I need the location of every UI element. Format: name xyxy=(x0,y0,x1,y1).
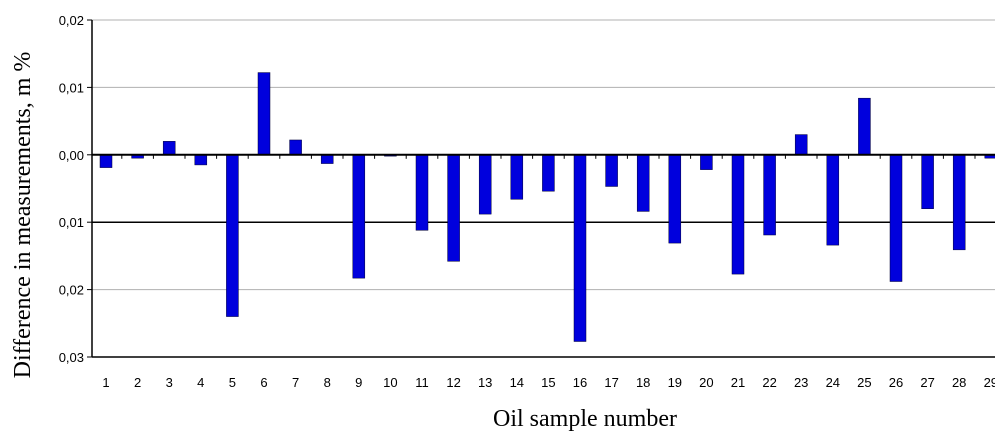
x-tick-label: 5 xyxy=(229,375,236,390)
bar-sample-16 xyxy=(573,154,587,342)
x-tick-label: 3 xyxy=(166,375,173,390)
x-tick-label: 25 xyxy=(857,375,871,390)
bar-sample-22 xyxy=(763,154,776,236)
x-tick-label: 27 xyxy=(920,375,934,390)
x-tick-label: 6 xyxy=(260,375,267,390)
bar-sample-7 xyxy=(289,139,302,156)
x-tick-label: 16 xyxy=(573,375,587,390)
bar-sample-24 xyxy=(826,154,840,246)
x-tick-label: 20 xyxy=(699,375,713,390)
bar-sample-3 xyxy=(162,141,176,156)
x-tick-label: 29 xyxy=(984,375,995,390)
bar-sample-18 xyxy=(636,154,650,212)
x-tick-label: 17 xyxy=(604,375,618,390)
y-tick-label: 0,01 xyxy=(59,215,84,230)
bar-sample-5 xyxy=(226,154,239,317)
bar-sample-15 xyxy=(542,154,555,192)
x-tick-label: 10 xyxy=(383,375,397,390)
bar-sample-21 xyxy=(731,154,745,275)
y-tick-label: 0,02 xyxy=(59,13,84,28)
x-tick-label: 22 xyxy=(762,375,776,390)
x-tick-label: 26 xyxy=(889,375,903,390)
y-tick-label: 0,02 xyxy=(59,283,84,298)
bar-sample-4 xyxy=(194,154,208,166)
bar-sample-28 xyxy=(952,154,966,251)
x-tick-label: 12 xyxy=(446,375,460,390)
bar-sample-25 xyxy=(858,97,871,156)
x-tick-label: 19 xyxy=(668,375,682,390)
x-tick-label: 24 xyxy=(826,375,840,390)
x-tick-label: 7 xyxy=(292,375,299,390)
x-tick-label: 28 xyxy=(952,375,966,390)
x-tick-label: 2 xyxy=(134,375,141,390)
bar-sample-20 xyxy=(700,154,713,170)
bar-sample-19 xyxy=(668,154,682,244)
bar-sample-1 xyxy=(99,154,113,168)
grid xyxy=(92,19,995,291)
bar-sample-26 xyxy=(889,154,903,282)
bar-sample-13 xyxy=(478,154,492,215)
bar-sample-23 xyxy=(794,134,808,156)
x-tick-label: 21 xyxy=(731,375,745,390)
x-tick-label: 23 xyxy=(794,375,808,390)
bar-sample-27 xyxy=(921,154,934,209)
bar-sample-14 xyxy=(510,154,524,200)
x-tick-label: 9 xyxy=(355,375,362,390)
x-tick-labels: 1 2 3 4 5 6 7 8 9 10 11 12 13 14 15 16 17 18 19 20 21 22 23 24 2… xyxy=(102,375,995,390)
bar-sample-6 xyxy=(257,72,271,156)
y-tick-label: 0,03 xyxy=(59,350,84,365)
y-axis-title: Difference in measurements, m % xyxy=(10,52,36,379)
x-tick-label: 14 xyxy=(510,375,524,390)
bar-sample-11 xyxy=(415,154,429,231)
x-tick-label: 1 xyxy=(102,375,109,390)
y-tick-labels: 0,02 0,01 0,00 0,01 0,02 0,03 xyxy=(59,13,84,365)
x-tick-label: 4 xyxy=(197,375,204,390)
x-tick-label: 13 xyxy=(478,375,492,390)
bar-sample-9 xyxy=(352,154,366,279)
axes xyxy=(87,19,995,358)
y-tick-label: 0,01 xyxy=(59,80,84,95)
bars xyxy=(99,72,995,342)
x-tick-label: 11 xyxy=(415,375,429,390)
x-tick-label: 15 xyxy=(541,375,555,390)
x-tick-label: 18 xyxy=(636,375,650,390)
x-tick-label: 8 xyxy=(324,375,331,390)
bar-sample-17 xyxy=(605,154,618,187)
bar-sample-12 xyxy=(447,154,460,262)
x-axis-title: Oil sample number xyxy=(493,406,677,432)
y-tick-label: 0,00 xyxy=(59,148,84,163)
bar-sample-8 xyxy=(320,154,334,164)
